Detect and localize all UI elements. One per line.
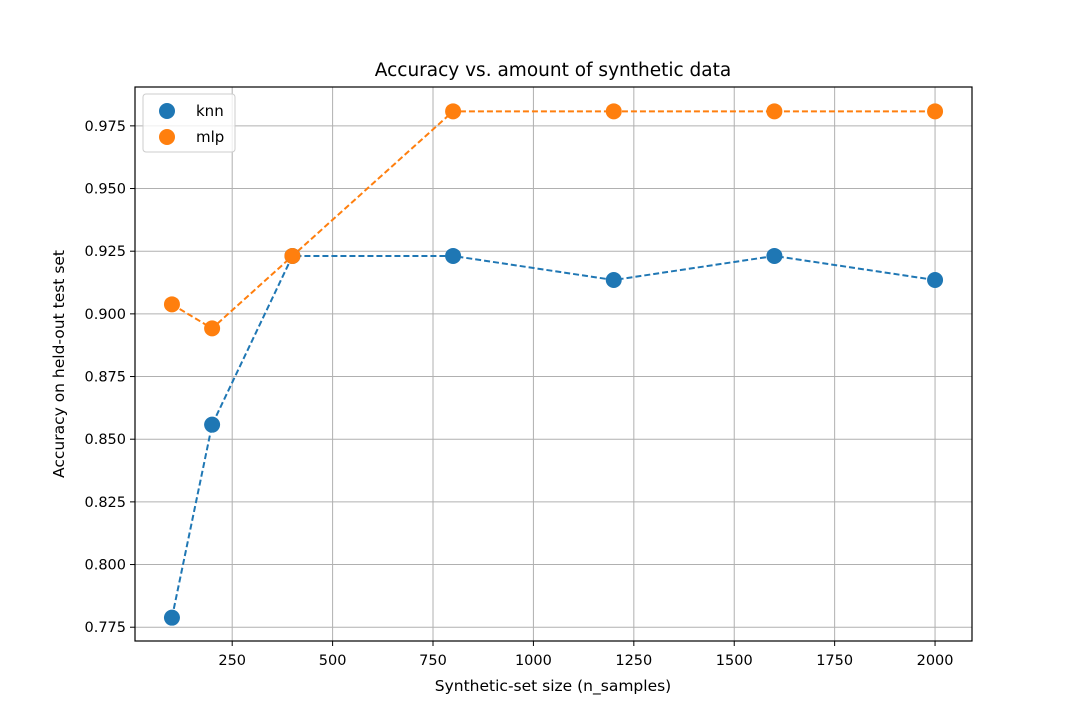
data-point-mlp (445, 103, 462, 120)
legend-marker-mlp (159, 129, 175, 145)
x-tick-label: 750 (419, 653, 447, 669)
legend-label-mlp: mlp (196, 128, 224, 146)
x-axis-ticks: 250 500 750 1000 1250 1500 1750 2000 (218, 641, 954, 669)
y-tick-label: 0.800 (84, 558, 126, 574)
data-point-mlp (284, 247, 301, 264)
grid-lines (135, 87, 972, 641)
data-point-knn (927, 272, 944, 289)
legend-label-knn: knn (196, 102, 224, 120)
x-axis-label: Synthetic-set size (n_samples) (435, 677, 671, 696)
data-point-mlp (204, 320, 221, 337)
y-tick-label: 0.875 (84, 370, 126, 386)
x-tick-label: 250 (218, 653, 246, 669)
y-tick-label: 0.775 (84, 620, 126, 636)
chart-title: Accuracy vs. amount of synthetic data (375, 60, 731, 81)
x-tick-label: 1250 (615, 653, 652, 669)
x-tick-label: 500 (319, 653, 347, 669)
data-point-mlp (605, 103, 622, 120)
y-tick-label: 0.900 (84, 307, 126, 323)
data-point-knn (605, 272, 622, 289)
legend-marker-knn (159, 103, 175, 119)
data-point-mlp (163, 296, 180, 313)
x-tick-label: 1500 (716, 653, 753, 669)
y-axis-ticks: 0.775 0.800 0.825 0.850 0.875 0.900 0.925 0.950… (84, 119, 135, 636)
data-point-knn (163, 609, 180, 626)
y-tick-label: 0.825 (84, 495, 126, 511)
x-tick-label: 1750 (816, 653, 853, 669)
y-tick-label: 0.950 (84, 182, 126, 198)
plot-area (135, 87, 972, 641)
x-tick-label: 2000 (917, 653, 954, 669)
x-tick-label: 1000 (515, 653, 552, 669)
data-point-knn (766, 247, 783, 264)
plot-frame (134, 86, 973, 642)
y-tick-label: 0.925 (84, 244, 126, 260)
y-axis-label: Accuracy on held-out test set (50, 250, 68, 478)
data-point-knn (445, 247, 462, 264)
y-tick-label: 0.975 (84, 119, 126, 135)
series-points (163, 103, 944, 626)
data-point-mlp (766, 103, 783, 120)
y-tick-label: 0.850 (84, 432, 126, 448)
data-point-knn (204, 416, 221, 433)
legend: knn mlp (142, 93, 236, 153)
data-point-mlp (927, 103, 944, 120)
